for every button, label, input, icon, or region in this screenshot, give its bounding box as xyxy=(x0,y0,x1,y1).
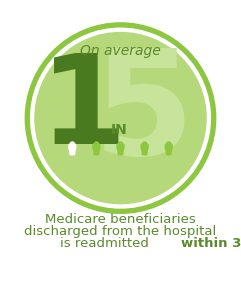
FancyBboxPatch shape xyxy=(146,144,148,149)
FancyBboxPatch shape xyxy=(73,144,76,149)
Circle shape xyxy=(70,142,74,146)
FancyBboxPatch shape xyxy=(96,149,99,155)
FancyBboxPatch shape xyxy=(142,149,145,155)
Text: 1: 1 xyxy=(40,49,127,170)
FancyBboxPatch shape xyxy=(120,149,123,155)
FancyBboxPatch shape xyxy=(93,144,95,149)
FancyBboxPatch shape xyxy=(70,149,73,155)
FancyBboxPatch shape xyxy=(121,144,124,149)
FancyBboxPatch shape xyxy=(94,144,99,151)
Text: Medicare beneficiaries: Medicare beneficiaries xyxy=(45,213,196,226)
FancyBboxPatch shape xyxy=(141,144,144,149)
FancyBboxPatch shape xyxy=(69,144,71,149)
FancyBboxPatch shape xyxy=(166,149,169,155)
Circle shape xyxy=(25,23,216,213)
Text: IN: IN xyxy=(111,123,128,137)
FancyBboxPatch shape xyxy=(170,144,172,149)
FancyBboxPatch shape xyxy=(97,144,100,149)
Circle shape xyxy=(142,142,147,146)
FancyBboxPatch shape xyxy=(118,144,123,151)
FancyBboxPatch shape xyxy=(118,149,121,155)
FancyBboxPatch shape xyxy=(144,149,147,155)
Text: 5: 5 xyxy=(93,44,194,185)
Text: discharged from the hospital: discharged from the hospital xyxy=(24,225,217,238)
Circle shape xyxy=(118,142,123,146)
Text: within 30 days.: within 30 days. xyxy=(181,237,241,250)
FancyBboxPatch shape xyxy=(142,144,147,151)
FancyBboxPatch shape xyxy=(165,144,168,149)
FancyBboxPatch shape xyxy=(166,144,172,151)
Circle shape xyxy=(31,28,210,208)
FancyBboxPatch shape xyxy=(69,144,75,151)
FancyBboxPatch shape xyxy=(72,149,75,155)
FancyBboxPatch shape xyxy=(94,149,97,155)
Circle shape xyxy=(35,32,206,204)
FancyBboxPatch shape xyxy=(168,149,171,155)
Text: is readmitted: is readmitted xyxy=(60,237,154,250)
Circle shape xyxy=(94,142,99,146)
Text: On average: On average xyxy=(80,44,161,58)
FancyBboxPatch shape xyxy=(117,144,120,149)
Circle shape xyxy=(167,142,171,146)
